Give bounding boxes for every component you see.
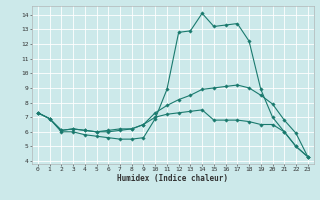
- X-axis label: Humidex (Indice chaleur): Humidex (Indice chaleur): [117, 174, 228, 183]
